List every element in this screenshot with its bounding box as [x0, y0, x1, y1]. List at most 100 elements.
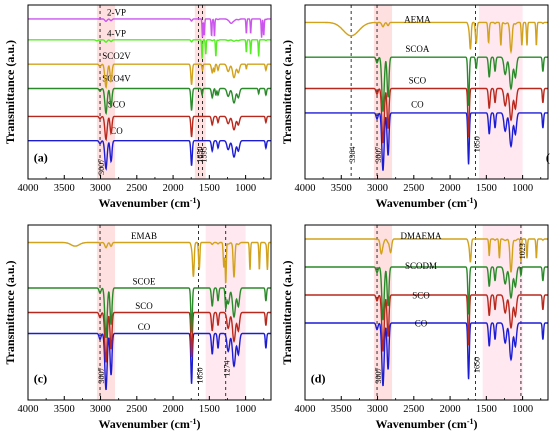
- series-label-aema: AEMA: [404, 14, 431, 24]
- plot-frame: [304, 4, 549, 180]
- series-line-2-vp: [28, 18, 271, 38]
- series-line-co: [28, 332, 271, 391]
- annotation-label: 3007: [97, 159, 106, 175]
- series-label-sco2v: SCO2V: [102, 51, 131, 61]
- x-tick-label: 2000: [163, 404, 184, 415]
- series-line-dmaema: [305, 238, 548, 273]
- series-line-sco2v: [28, 63, 271, 90]
- x-tick-label: 3000: [367, 404, 388, 415]
- annotation-label: 3007: [374, 147, 383, 163]
- x-axis-label: Wavenumber (cm-1): [98, 196, 200, 210]
- x-tick-label: 1000: [235, 183, 256, 194]
- series-line-sco: [28, 311, 271, 363]
- annotation-label: 1274: [223, 361, 232, 377]
- series-label-4-vp: 4-VP: [107, 28, 126, 38]
- annotation-label: 1650: [195, 368, 204, 384]
- panel-c: CO SCO SCOE EMAB 3007 1650 1274 4000 3500 3000 250…: [3, 224, 272, 431]
- series-line-co: [28, 140, 271, 171]
- series-line-4-vp: [28, 39, 271, 59]
- x-tick-label: 1000: [512, 404, 533, 415]
- series-line-sco: [305, 87, 548, 144]
- x-axis-label: Wavenumber (cm-1): [375, 417, 477, 431]
- x-tick-label: 1000: [235, 404, 256, 415]
- x-tick-label: 4000: [18, 183, 39, 194]
- x-axis-label: Wavenumber (cm-1): [98, 417, 200, 431]
- series-label-sco: SCO: [135, 301, 153, 311]
- x-tick-label: 2000: [163, 183, 184, 194]
- series-label-co: CO: [411, 100, 424, 110]
- annotation-label: 1650: [472, 357, 481, 373]
- series-line-sco: [305, 294, 548, 352]
- x-tick-label: 4000: [295, 183, 316, 194]
- series-line-scoe: [28, 287, 271, 339]
- x-tick-label: 4000: [295, 404, 316, 415]
- plot-frame: [27, 4, 272, 180]
- series-label-dmaema: DMAEMA: [401, 231, 443, 241]
- plot-frame: [27, 224, 272, 401]
- annotation-label: 1650: [472, 136, 481, 152]
- y-axis-label: Transmittance (a.u.): [3, 40, 17, 144]
- x-tick-label: 3000: [90, 404, 111, 415]
- x-axis-label: Wavenumber (cm-1): [375, 196, 477, 210]
- x-tick-label: 2500: [126, 404, 147, 415]
- series-label-emab: EMAB: [131, 231, 157, 241]
- series-label-co: CO: [415, 319, 428, 329]
- series-line-sco4v: [28, 87, 271, 116]
- x-tick-label: 2000: [440, 404, 461, 415]
- annotation-label: 1023: [518, 243, 527, 259]
- x-tick-label: 3000: [90, 183, 111, 194]
- annotation-label: 3007: [97, 368, 106, 384]
- y-axis-label: Transmittance (a.u.): [3, 260, 17, 364]
- y-axis-label: Transmittance (a.u.): [280, 260, 294, 364]
- series-label-co: CO: [110, 126, 123, 136]
- x-tick-label: 2000: [440, 183, 461, 194]
- series-label-co: CO: [138, 322, 151, 332]
- annotation-label: 3364: [348, 147, 357, 163]
- series-line-sco: [28, 115, 271, 142]
- highlight-band: [194, 5, 206, 179]
- series-label-scoa: SCOA: [405, 44, 430, 54]
- series-line-emab: [28, 241, 271, 284]
- x-tick-label: 3500: [331, 404, 352, 415]
- series-label-sco: SCO: [108, 100, 126, 110]
- panel-label: (a): [34, 151, 48, 165]
- annotation-label: 1595: [199, 147, 208, 163]
- x-tick-label: 3500: [54, 404, 75, 415]
- series-line-co: [305, 112, 548, 171]
- annotation-label: 1650: [195, 147, 204, 163]
- x-tick-label: 3500: [54, 183, 75, 194]
- panel-b: CO SCO SCOA AEMA 3364 3007 1650 4000 3500 3000 250…: [280, 4, 550, 210]
- plot-frame: [304, 224, 549, 401]
- series-label-scodm: SCODM: [405, 261, 437, 271]
- x-tick-label: 1500: [476, 183, 497, 194]
- x-tick-label: 1500: [476, 404, 497, 415]
- x-tick-label: 2500: [403, 183, 424, 194]
- annotation-label: 3007: [374, 368, 383, 384]
- series-line-co: [305, 322, 548, 387]
- x-tick-label: 1500: [199, 183, 220, 194]
- series-line-scoa: [305, 56, 548, 112]
- x-tick-label: 1500: [199, 404, 220, 415]
- series-line-aema: [305, 21, 548, 55]
- x-tick-label: 3000: [367, 183, 388, 194]
- series-label-sco: SCO: [412, 291, 430, 301]
- highlight-band: [479, 5, 523, 179]
- series-label-sco4v: SCO4V: [102, 74, 131, 84]
- panel-label: (d): [311, 372, 326, 386]
- series-line-scodm: [305, 266, 548, 321]
- series-label-2-vp: 2-VP: [107, 7, 126, 17]
- panel-d: CO SCO SCODM DMAEMA 3007 1650 1023 4000 3500 3000…: [280, 224, 549, 431]
- x-tick-label: 4000: [18, 404, 39, 415]
- x-tick-label: 3500: [331, 183, 352, 194]
- x-tick-label: 1000: [512, 183, 533, 194]
- x-tick-label: 2500: [403, 404, 424, 415]
- series-label-scoe: SCOE: [133, 277, 157, 287]
- highlight-band: [96, 5, 116, 179]
- y-axis-label: Transmittance (a.u.): [280, 40, 294, 144]
- x-tick-label: 2500: [126, 183, 147, 194]
- panel-label: (c): [34, 372, 47, 386]
- series-label-sco: SCO: [409, 75, 427, 85]
